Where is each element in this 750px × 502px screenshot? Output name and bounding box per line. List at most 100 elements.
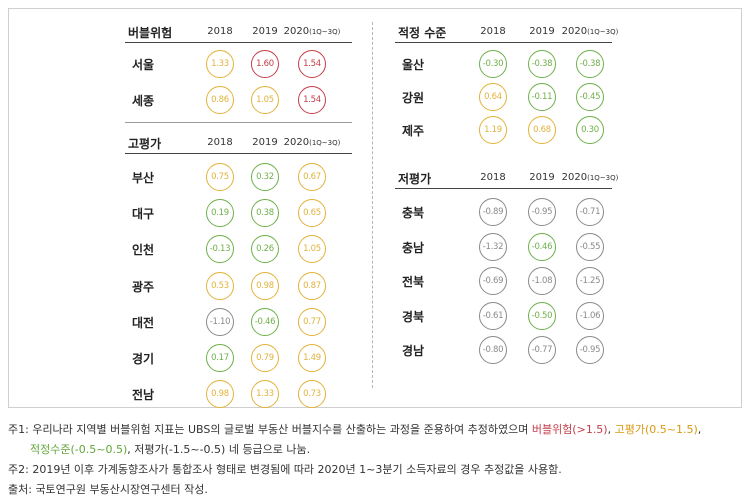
value-bubble: -0.55 — [576, 232, 604, 261]
value-bubble: -0.50 — [528, 301, 556, 330]
value-bubble: -0.13 — [206, 235, 234, 264]
panel-title: 저평가 — [398, 172, 432, 186]
row-label: 울산 — [402, 58, 425, 72]
value-bubble: -1.08 — [528, 267, 556, 295]
note-1-cont: 적정수준(-0.5~0.5), 저평가(-1.5~-0.5) 네 등급으로 나눔… — [8, 440, 748, 460]
value-bubble: -1.06 — [576, 301, 604, 330]
value-bubble: -0.89 — [479, 198, 507, 226]
column-header: 2018 — [207, 137, 233, 148]
value-bubble: 0.68 — [528, 116, 556, 144]
value-bubble: 0.98 — [206, 380, 234, 409]
row-label: 경남 — [402, 344, 425, 358]
value-bubble: -0.61 — [479, 301, 507, 330]
value-bubble: 1.54 — [298, 50, 326, 78]
row-label: 대전 — [132, 315, 155, 330]
value-bubble: -0.38 — [528, 50, 556, 78]
row-label: 강원 — [402, 91, 425, 105]
value-bubble: 1.49 — [298, 344, 326, 372]
value-bubble: -1.10 — [206, 307, 234, 336]
value-bubble: -1.25 — [576, 267, 604, 295]
row-label: 서울 — [132, 58, 155, 72]
value-bubble: -0.80 — [479, 336, 507, 364]
column-header: 2020(1Q~3Q) — [561, 172, 619, 183]
panel-bottom-rule — [125, 122, 352, 123]
panel-rule — [125, 153, 352, 154]
panel-title: 적정 수준 — [398, 26, 447, 40]
value-bubble: 0.67 — [298, 163, 326, 191]
column-header: 2020(1Q~3Q) — [283, 137, 341, 148]
value-bubble: -0.71 — [576, 198, 604, 226]
value-bubble: -0.30 — [479, 50, 507, 78]
value-bubble: -0.38 — [576, 50, 604, 78]
value-bubble: 0.75 — [206, 163, 234, 191]
value-bubble: 1.05 — [298, 235, 326, 264]
column-header: 2019 — [529, 26, 555, 37]
value-bubble: -0.46 — [528, 232, 556, 261]
value-bubble: 0.73 — [298, 380, 326, 409]
chart-frame — [8, 8, 742, 408]
row-label: 광주 — [132, 279, 155, 294]
footnotes: 주1: 우리나라 지역별 버블위험 지표는 UBS의 글로벌 부동산 버블지수를… — [8, 420, 748, 500]
note-1-text: 주1: 우리나라 지역별 버블위험 지표는 UBS의 글로벌 부동산 버블지수를… — [8, 423, 532, 436]
row-label: 경북 — [402, 309, 425, 324]
value-bubble: -1.32 — [479, 232, 507, 261]
value-bubble: 1.19 — [479, 116, 507, 144]
value-bubble: -0.11 — [528, 83, 556, 111]
note-1: 주1: 우리나라 지역별 버블위험 지표는 UBS의 글로벌 부동산 버블지수를… — [8, 420, 748, 440]
note-1-bubble: 버블위험(>1.5) — [531, 423, 608, 436]
value-bubble: 0.53 — [206, 271, 234, 300]
row-label: 대구 — [132, 207, 155, 222]
panel-rule — [395, 188, 612, 189]
value-bubble: -0.95 — [576, 336, 604, 364]
column-header: 2020(1Q~3Q) — [283, 26, 341, 37]
value-bubble: 0.38 — [251, 199, 279, 228]
note-1-end: , — [697, 423, 702, 436]
value-bubble: 0.79 — [251, 344, 279, 372]
row-label: 전남 — [132, 388, 155, 403]
column-header: 2018 — [480, 172, 506, 183]
value-bubble: -0.69 — [479, 267, 507, 295]
column-header: 2019 — [529, 172, 555, 183]
row-label: 충북 — [402, 206, 425, 220]
column-header-suffix: (1Q~3Q) — [587, 174, 619, 182]
panel-title: 버블위험 — [128, 26, 173, 40]
value-bubble: 1.33 — [251, 380, 279, 409]
value-bubble: 0.86 — [206, 86, 234, 114]
column-header-suffix: (1Q~3Q) — [309, 139, 341, 147]
column-header-suffix: (1Q~3Q) — [587, 28, 619, 36]
value-bubble: 0.19 — [206, 199, 234, 228]
row-label: 세종 — [132, 94, 155, 108]
panel-rule — [395, 42, 612, 43]
value-bubble: -0.95 — [528, 198, 556, 226]
value-bubble: 0.17 — [206, 344, 234, 372]
value-bubble: 0.30 — [576, 116, 604, 144]
value-bubble: 1.54 — [298, 86, 326, 114]
note-2: 주2: 2019년 이후 가계동향조사가 통합조사 형태로 변경됨에 따라 20… — [8, 463, 562, 476]
value-bubble: 0.77 — [298, 307, 326, 336]
value-bubble: 0.64 — [479, 83, 507, 111]
column-header: 2020(1Q~3Q) — [561, 26, 619, 37]
value-bubble: 0.32 — [251, 163, 279, 191]
row-label: 경기 — [132, 352, 155, 366]
value-bubble: -0.45 — [576, 83, 604, 111]
note-1-low: , 저평가(-1.5~-0.5) 네 등급으로 나눔. — [127, 443, 311, 456]
note-1-fair: 적정수준(-0.5~0.5) — [30, 443, 128, 456]
row-label: 인천 — [132, 243, 155, 258]
source-note: 출처: 국토연구원 부동산시장연구센터 작성. — [8, 483, 208, 496]
value-bubble: 0.65 — [298, 199, 326, 228]
column-header: 2018 — [480, 26, 506, 37]
value-bubble: -0.77 — [528, 336, 556, 364]
column-header-suffix: (1Q~3Q) — [309, 28, 341, 36]
value-bubble: 0.87 — [298, 271, 326, 300]
value-bubble: 1.05 — [251, 86, 279, 114]
panel-title: 고평가 — [128, 137, 162, 151]
value-bubble: -0.46 — [251, 307, 279, 336]
note-1-sep: , — [607, 423, 615, 436]
row-label: 전북 — [402, 275, 425, 289]
value-bubble: 1.60 — [251, 50, 279, 78]
panel-divider — [372, 22, 373, 388]
row-label: 제주 — [402, 124, 425, 138]
row-label: 충남 — [402, 240, 425, 255]
note-1-high: 고평가(0.5~1.5) — [614, 423, 698, 436]
value-bubble: 0.98 — [251, 271, 279, 300]
